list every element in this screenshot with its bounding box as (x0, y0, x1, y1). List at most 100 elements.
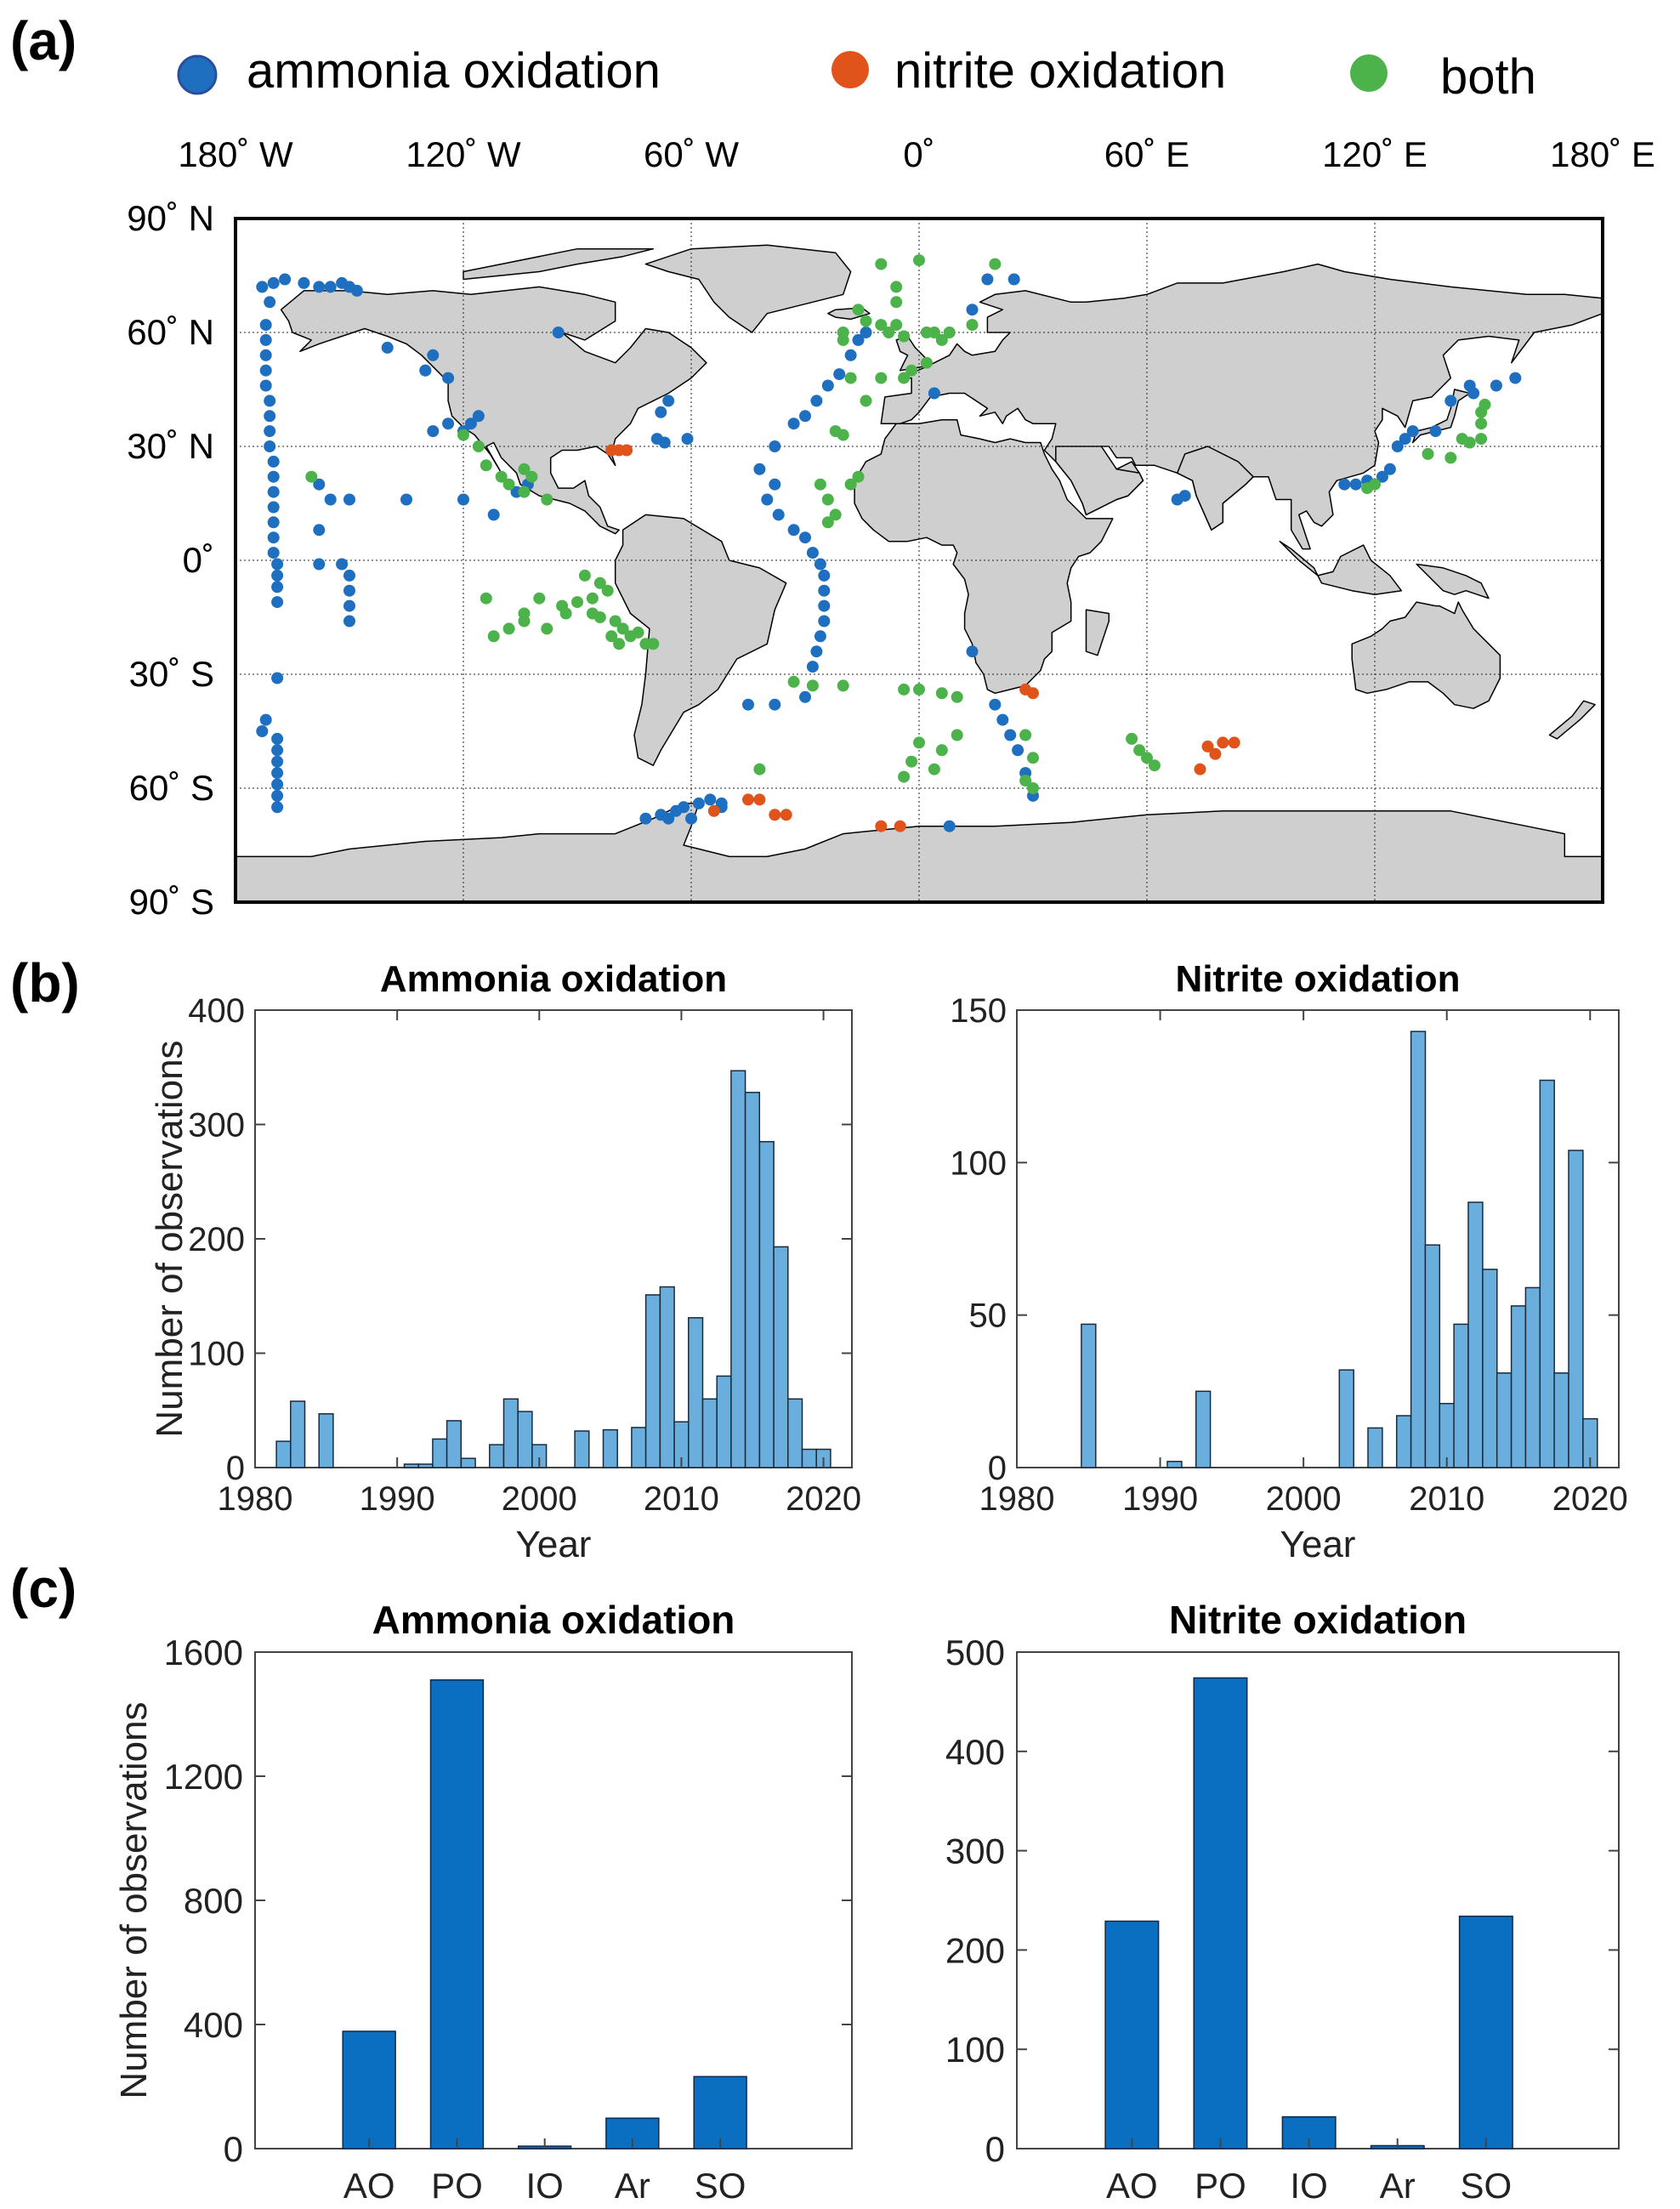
map-point (829, 425, 842, 438)
legend-label-nitrite: nitrite oxidation (894, 43, 1226, 99)
map-point (609, 615, 621, 627)
map-lat-tick-label: 30˚ S (129, 654, 214, 694)
map-point (487, 630, 500, 643)
map-point (860, 327, 872, 338)
land-eurasia-africa (880, 263, 1603, 550)
map-point (267, 547, 280, 559)
map-point (541, 493, 553, 506)
x-tick-label: 2000 (1266, 1480, 1342, 1518)
y-tick-label: 300 (945, 1831, 1005, 1871)
map-point (271, 672, 284, 684)
histogram-bar (432, 1438, 448, 1468)
map-point (810, 645, 823, 658)
map-point (913, 254, 925, 267)
map-point (271, 596, 284, 609)
x-tick-label: AO (1106, 2166, 1158, 2206)
map-lat-tick-label: 30˚ N (127, 426, 214, 466)
map-point (343, 599, 355, 612)
map-point (1007, 273, 1020, 286)
map-point (943, 820, 956, 832)
map-point (381, 341, 394, 354)
map-point (267, 455, 280, 468)
histogram-bar (758, 1140, 775, 1468)
map-point (1178, 490, 1191, 503)
map-point (1194, 763, 1206, 775)
map-point (1004, 729, 1017, 741)
x-tick-label: 1990 (360, 1480, 435, 1518)
histogram-bar (318, 1413, 334, 1468)
histogram-bar (659, 1286, 675, 1468)
map-point (761, 493, 774, 506)
map-point (678, 801, 690, 814)
histogram-bar (1367, 1427, 1383, 1468)
x-tick-label: 1980 (218, 1480, 293, 1518)
map-point (1027, 687, 1039, 700)
histogram-bar (787, 1398, 803, 1468)
map-point (742, 698, 754, 711)
land-madagascar (1085, 609, 1110, 656)
legend-marker-nitrite (831, 51, 869, 88)
x-tick-label: 2000 (502, 1480, 577, 1518)
map-point (662, 812, 675, 825)
map-point (1422, 447, 1434, 460)
map-point (1228, 736, 1240, 749)
y-tick-label: 400 (188, 992, 245, 1030)
histogram-bar (517, 1411, 533, 1468)
map-point (593, 611, 606, 623)
basin-bar (1281, 2115, 1337, 2149)
legend-label-ammonia: ammonia oxidation (247, 43, 661, 99)
map-point (875, 319, 888, 332)
map-point (837, 333, 849, 346)
map-point (852, 333, 865, 346)
histogram-bar (1467, 1201, 1484, 1468)
histogram-bar (730, 1070, 746, 1468)
histogram-bar (801, 1448, 817, 1468)
y-tick-label: 150 (950, 992, 1007, 1030)
x-tick-label: 2010 (1409, 1480, 1484, 1518)
y-tick-label: 0 (988, 1450, 1007, 1487)
map-point (928, 387, 940, 400)
x-tick-label: Ar (1380, 2166, 1416, 2206)
map-point (799, 690, 811, 703)
y-tick-label: 0 (224, 2129, 243, 2169)
map-point (1490, 379, 1502, 392)
map-point (1383, 463, 1396, 475)
map-point (305, 470, 318, 483)
map-lat-tick-label: 0˚ (183, 540, 214, 580)
histogram-bar (1338, 1369, 1354, 1468)
chart-title: Ammonia oxidation (372, 1598, 735, 1642)
map-lat-tick-label: 90˚ N (127, 198, 214, 238)
map-point (890, 319, 903, 332)
map-point (271, 778, 284, 791)
x-tick-label: 1980 (979, 1480, 1055, 1518)
map-point (259, 379, 272, 392)
map-point (259, 333, 272, 346)
map-point (821, 379, 834, 392)
map-point (1475, 433, 1488, 446)
map-point (1133, 744, 1146, 757)
map-point (818, 615, 831, 627)
map-point (613, 638, 626, 650)
map-point (951, 690, 963, 703)
map-point (267, 501, 280, 514)
map-point (928, 327, 940, 338)
map-point (810, 395, 823, 407)
map-point (472, 440, 485, 452)
map-point (772, 508, 785, 521)
map-point (875, 258, 888, 270)
map-point (860, 315, 872, 327)
map-legend: ammonia oxidation nitrite oxidation both (177, 43, 1536, 105)
y-tick-label: 1600 (164, 1633, 243, 1672)
map-point (442, 372, 455, 384)
y-tick-label: 200 (188, 1221, 245, 1258)
histogram-bar (644, 1294, 661, 1468)
map-point (442, 417, 455, 430)
map-point (1217, 736, 1229, 749)
map-point (814, 630, 826, 643)
histogram-bar (417, 1463, 434, 1468)
map-point (267, 486, 280, 498)
map-point (875, 372, 888, 384)
map-point (935, 744, 948, 757)
map-point (427, 425, 440, 438)
map-point (256, 281, 269, 293)
